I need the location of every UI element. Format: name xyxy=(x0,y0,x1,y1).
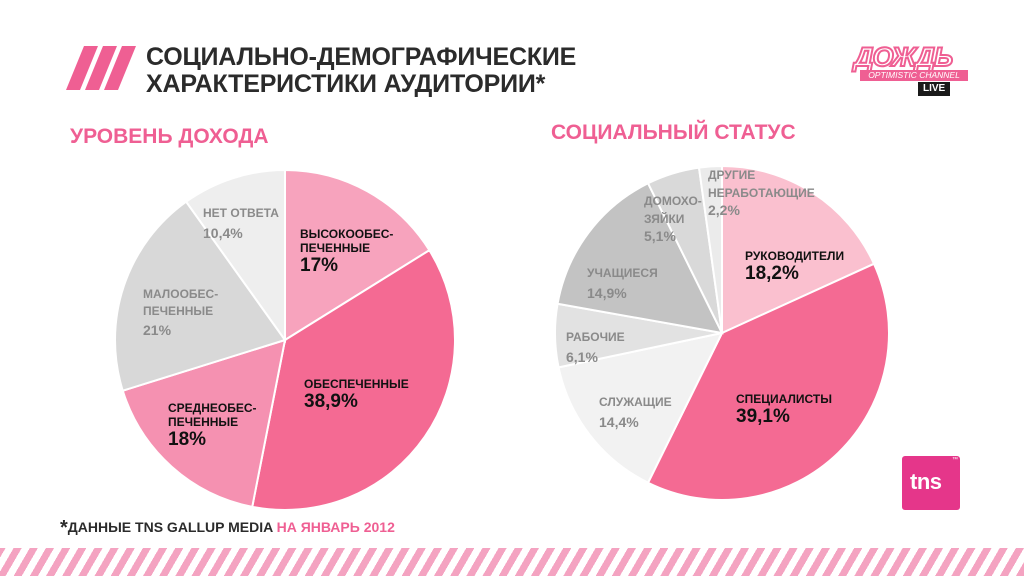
status-label-specialists-line1: СПЕЦИАЛИСТЫ xyxy=(736,392,832,406)
tns-logo-text: tns xyxy=(910,469,942,494)
income-label-secure-line1: ОБЕСПЕЧЕННЫЕ xyxy=(304,377,409,391)
page-title-line2: ХАРАКТЕРИСТИКИ АУДИТОРИИ* xyxy=(146,70,546,98)
channel-logo-word: ДОЖДЬ xyxy=(853,41,954,73)
income-label-secure: ОБЕСПЕЧЕННЫЕ 38,9% xyxy=(304,377,409,413)
status-label-housewives-line2: ЗЯЙКИ xyxy=(644,212,685,226)
status-label-other-line1: ДРУГИЕ xyxy=(708,168,756,182)
income-label-none: НЕТ ОТВЕТА 10,4% xyxy=(203,206,279,243)
income-label-high-line1: ВЫСОКООБЕС- xyxy=(300,227,394,241)
channel-logo-tagline: OPTIMISTIC CHANNEL xyxy=(860,70,968,81)
income-value-low: 21% xyxy=(143,322,172,338)
footnote: *ДАННЫЕ TNS GALLUP MEDIA НА ЯНВАРЬ 2012 xyxy=(60,517,395,540)
status-label-housewives-line1: ДОМОХО- xyxy=(644,194,702,208)
bottom-stripes xyxy=(0,548,1024,576)
status-label-workers-line1: РАБОЧИЕ xyxy=(566,330,625,344)
tns-logo: tns ™ xyxy=(902,456,960,510)
status-slice-2 xyxy=(557,331,724,485)
footnote-date: НА ЯНВАРЬ 2012 xyxy=(276,519,395,535)
status-label-managers: РУКОВОДИТЕЛИ 18,2% xyxy=(745,249,844,285)
tns-logo-mark: ™ xyxy=(952,457,958,463)
income-label-high-line2: ПЕЧЕННЫЕ xyxy=(300,241,371,255)
status-label-workers: РАБОЧИЕ 6,1% xyxy=(566,330,625,367)
income-chart-title: УРОВЕНЬ ДОХОДА xyxy=(70,125,269,148)
status-label-employees: СЛУЖАЩИЕ 14,4% xyxy=(599,395,672,432)
status-label-employees-line1: СЛУЖАЩИЕ xyxy=(599,395,672,409)
status-label-managers-line1: РУКОВОДИТЕЛИ xyxy=(745,249,845,263)
income-value-none: 10,4% xyxy=(203,225,243,241)
status-label-other: ДРУГИЕ НЕРАБОТАЮЩИЕ 2,2% xyxy=(708,164,815,220)
income-label-middle-line1: СРЕДНЕОБЕС- xyxy=(168,401,257,415)
status-label-students-line1: УЧАЩИЕСЯ xyxy=(587,266,658,280)
page-title-line1: СОЦИАЛЬНО-ДЕМОГРАФИЧЕСКИЕ xyxy=(146,43,577,71)
footnote-star: * xyxy=(60,517,68,539)
income-label-low-line2: ПЕЧЕННЫЕ xyxy=(143,304,214,318)
income-label-middle: СРЕДНЕОБЕС- ПЕЧЕННЫЕ 18% xyxy=(168,401,257,451)
status-label-housewives: ДОМОХО- ЗЯЙКИ 5,1% xyxy=(644,190,702,246)
income-label-low: МАЛООБЕС- ПЕЧЕННЫЕ 21% xyxy=(143,286,218,340)
status-chart-title: СОЦИАЛЬНЫЙ СТАТУС xyxy=(551,121,796,144)
status-value-employees: 14,4% xyxy=(599,414,639,430)
income-slice-3 xyxy=(114,200,287,392)
income-label-low-line1: МАЛООБЕС- xyxy=(143,287,219,301)
status-value-workers: 6,1% xyxy=(566,349,598,365)
income-slice-2 xyxy=(121,338,287,508)
status-value-housewives: 5,1% xyxy=(644,228,676,244)
income-label-high: ВЫСОКООБЕС- ПЕЧЕННЫЕ 17% xyxy=(300,227,393,277)
status-label-students: УЧАЩИЕСЯ 14,9% xyxy=(587,266,658,303)
status-slice-4 xyxy=(556,181,724,335)
income-slice-0 xyxy=(284,168,431,342)
income-value-middle: 18% xyxy=(168,429,207,450)
status-value-specialists: 39,1% xyxy=(736,406,790,427)
live-badge: LIVE xyxy=(918,82,951,96)
channel-logo: ДОЖДЬ OPTIMISTIC CHANNEL LIVE xyxy=(832,41,968,102)
status-label-specialists: СПЕЦИАЛИСТЫ 39,1% xyxy=(736,392,832,428)
status-value-managers: 18,2% xyxy=(745,263,799,284)
income-slice-4 xyxy=(184,168,286,344)
status-slice-1 xyxy=(646,262,890,501)
page-title: СОЦИАЛЬНО-ДЕМОГРАФИЧЕСКИЕ ХАРАКТЕРИСТИКИ… xyxy=(146,44,576,98)
status-value-students: 14,9% xyxy=(587,285,627,301)
income-slice-1 xyxy=(251,248,456,511)
income-value-secure: 38,9% xyxy=(304,391,358,412)
income-label-none-line1: НЕТ ОТВЕТА xyxy=(203,206,279,220)
income-label-middle-line2: ПЕЧЕННЫЕ xyxy=(168,415,239,429)
status-slice-0 xyxy=(721,164,876,335)
income-value-high: 17% xyxy=(300,255,339,276)
status-value-other: 2,2% xyxy=(708,202,740,218)
status-slice-6 xyxy=(697,164,723,334)
footnote-text: ДАННЫЕ TNS GALLUP MEDIA xyxy=(67,519,273,535)
status-label-other-line2: НЕРАБОТАЮЩИЕ xyxy=(708,186,815,200)
decorative-slashes xyxy=(66,46,136,90)
